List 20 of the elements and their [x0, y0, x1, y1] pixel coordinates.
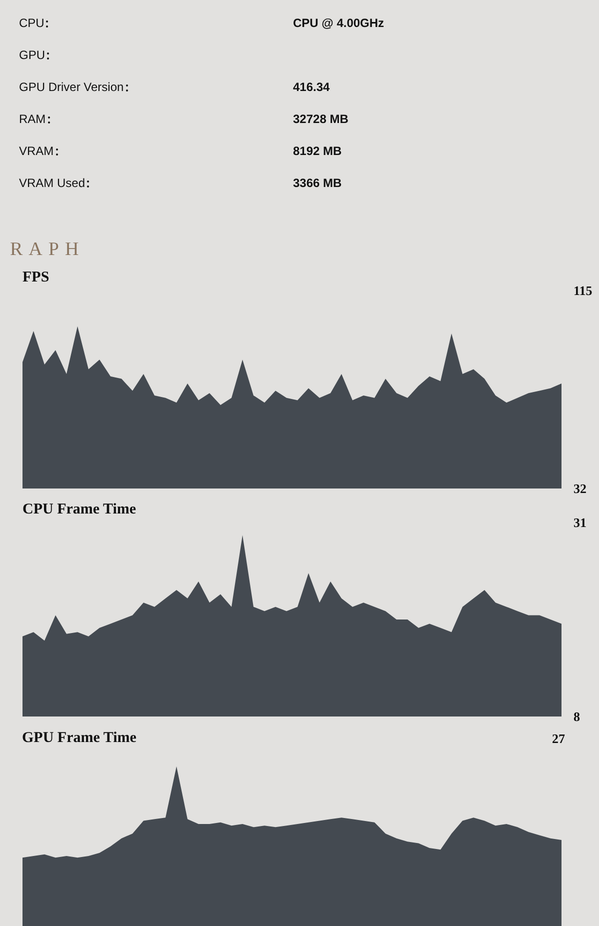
- chart-title: GPU Frame Time: [22, 729, 136, 748]
- text: CPU @ 4.00GHz: [293, 16, 384, 30]
- y-tick-label: 8: [574, 709, 580, 724]
- y-tick-label: 32: [574, 481, 586, 496]
- y-tick-label: 31: [574, 515, 586, 530]
- category-label: VRAM: [19, 144, 54, 158]
- category-label: CPU: [19, 16, 44, 30]
- chart-title: CPU Frame Time: [22, 502, 136, 518]
- text: 8192 MB: [293, 144, 342, 158]
- text: RAPH: [9, 238, 86, 262]
- text: 27: [552, 730, 565, 748]
- text: 3366 MB: [293, 176, 342, 190]
- category-label: GPU: [19, 48, 46, 62]
- text: 416.34: [293, 80, 330, 94]
- text: 32728 MB: [293, 112, 348, 126]
- category-label: GPU Driver Version: [19, 80, 124, 94]
- chart-title: FPS: [22, 270, 50, 286]
- y-tick-label: 115: [574, 283, 593, 298]
- category-label: VRAM Used: [19, 176, 86, 190]
- category-label: RAM: [19, 112, 46, 126]
